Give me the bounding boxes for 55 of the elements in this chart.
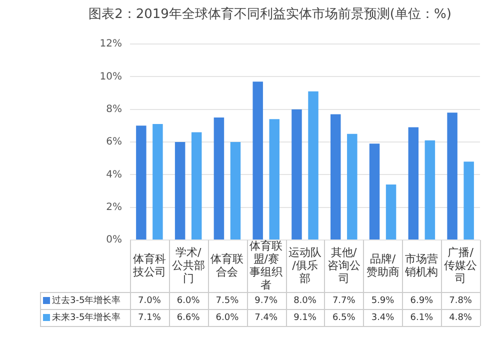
bar (174, 142, 186, 240)
bar (152, 124, 163, 240)
data-label: 7.8% (449, 296, 472, 306)
data-label: 7.4% (254, 312, 278, 323)
data-label: 8.0% (294, 296, 317, 306)
data-label: 6.0% (176, 296, 200, 306)
legend-label: 未来3-5年增长率 (52, 312, 121, 323)
bar (424, 140, 436, 240)
x-tick-label: 体育联合会 (210, 252, 244, 278)
x-tick-label: 品牌/赞助商 (366, 252, 400, 278)
data-label: 6.5% (332, 312, 356, 323)
bar (136, 126, 146, 240)
bar (408, 127, 419, 240)
bar (252, 82, 263, 240)
data-label: 9.1% (294, 312, 317, 323)
data-label: 3.4% (371, 312, 395, 323)
y-tick-label: 2% (106, 202, 122, 213)
bar (308, 91, 318, 240)
data-label: 6.1% (410, 312, 434, 323)
x-tick-label: 体育科技公司 (132, 252, 166, 278)
legend-label: 过去3-5年增长率 (52, 294, 121, 306)
data-label: 6.6% (176, 312, 200, 323)
data-label: 6.9% (410, 296, 434, 306)
y-tick-label: 12% (100, 38, 122, 50)
bar (191, 132, 202, 240)
bar (347, 134, 358, 240)
data-label: 6.0% (216, 312, 240, 323)
bar (464, 162, 474, 240)
data-label: 9.7% (254, 296, 278, 306)
bar (230, 142, 241, 240)
bar (292, 109, 302, 240)
bar (386, 184, 396, 240)
bar (369, 144, 380, 240)
bar (330, 114, 341, 240)
y-tick-label: 6% (106, 136, 122, 148)
y-tick-label: 4% (106, 169, 122, 180)
x-tick-label: 广播/传媒公司 (444, 246, 478, 285)
y-tick-label: 10% (100, 71, 122, 82)
data-label: 7.1% (138, 312, 162, 323)
data-label: 4.8% (449, 312, 472, 323)
x-tick-label: 体育联盟/赛事组织者 (250, 239, 283, 292)
x-tick-label: 其他/咨询公司 (327, 246, 360, 285)
data-label: 7.5% (216, 296, 240, 306)
y-tick-label: 8% (106, 104, 122, 115)
bar (447, 112, 458, 240)
x-tick-label: 学术/公共部门 (172, 246, 205, 285)
data-label: 7.0% (138, 296, 162, 306)
bar (214, 118, 224, 240)
data-label: 5.9% (371, 296, 395, 306)
chart-title: 图表2：2019年全球体育不同利益实体市场前景预测(单位：%) (88, 6, 452, 24)
data-label: 7.7% (332, 296, 356, 306)
y-tick-label: 0% (106, 234, 122, 246)
bar (269, 119, 280, 240)
x-tick-label: 市场营销机构 (404, 252, 438, 278)
x-tick-label: 运动队/俱乐部 (288, 246, 322, 285)
